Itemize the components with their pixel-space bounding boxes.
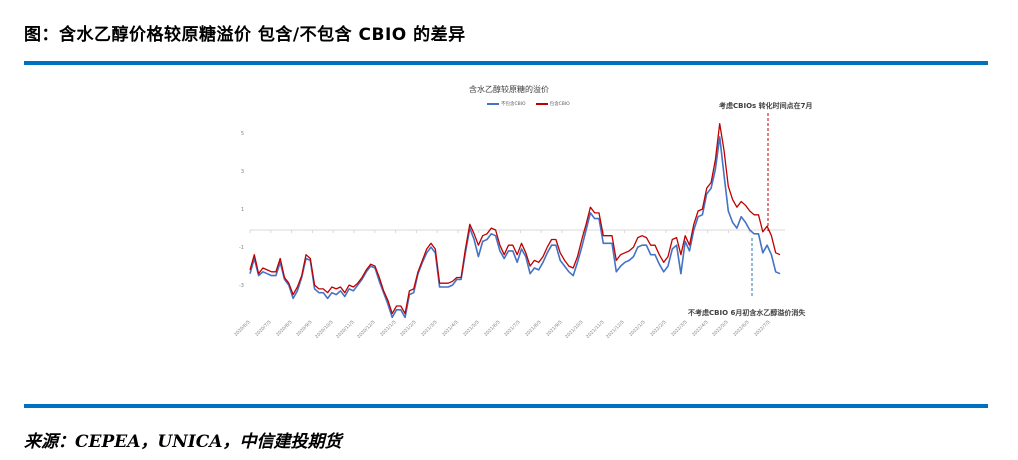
legend-label: 包含CBIO bbox=[549, 102, 570, 107]
legend-item-without-cbio: 不包含CBIO bbox=[487, 101, 526, 107]
y-tick-label: 5 bbox=[240, 131, 244, 137]
source-note: 来源：CEPEA，UNICA，中信建投期货 bbox=[24, 432, 342, 452]
annotation-july-label: 考虑CBIOs 转化时间点在7月 bbox=[719, 102, 813, 110]
series-line-without-cbio bbox=[249, 136, 781, 319]
figure-title: 图：含水乙醇价格较原糖溢价 包含/不包含 CBIO 的差异 bbox=[24, 25, 466, 45]
legend-item-with-cbio: 包含CBIO bbox=[535, 101, 570, 107]
bottom-divider bbox=[24, 404, 988, 408]
y-tick-label: 1 bbox=[240, 207, 244, 213]
legend-label: 不包含CBIO bbox=[501, 102, 526, 107]
series-line-with-cbio bbox=[249, 122, 781, 315]
annotation-june-label: 不考虑CBIO 6月初含水乙醇溢价消失 bbox=[688, 309, 806, 317]
y-tick-label: 3 bbox=[240, 169, 244, 175]
chart-title: 含水乙醇较原糖的溢价 bbox=[469, 85, 549, 94]
top-divider bbox=[24, 61, 988, 65]
y-tick-label: -1 bbox=[239, 245, 244, 251]
y-tick-label: -3 bbox=[239, 283, 244, 289]
chart-legend: 不包含CBIO 包含CBIO bbox=[487, 101, 570, 107]
legend-swatch-blue bbox=[487, 103, 499, 105]
legend-swatch-red bbox=[535, 103, 548, 105]
